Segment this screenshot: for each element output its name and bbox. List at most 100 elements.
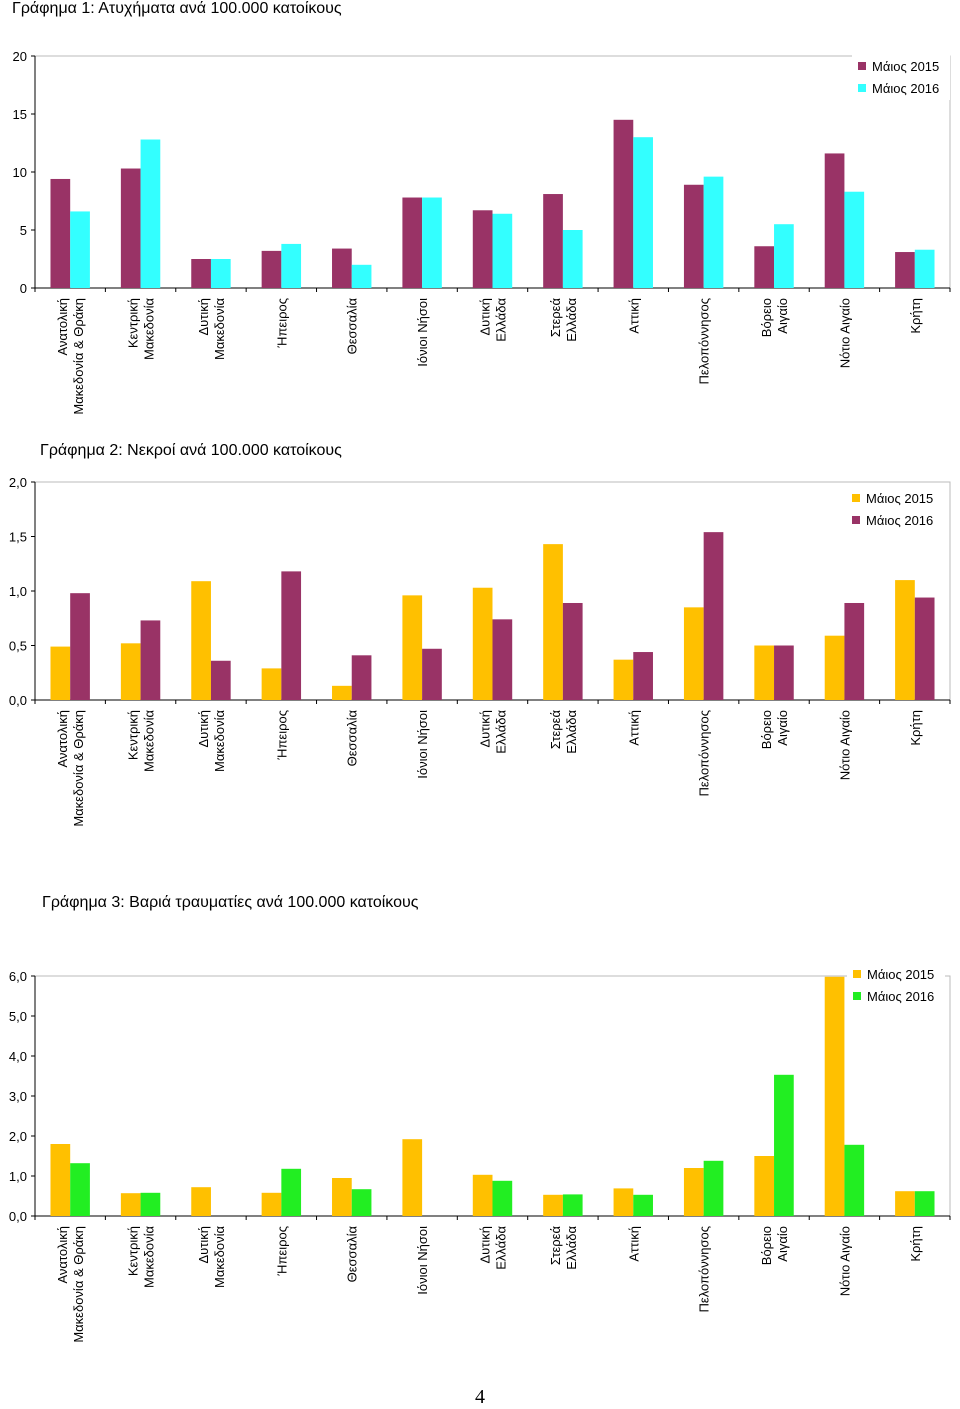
bar-series2 — [914, 597, 935, 700]
x-category-label: Αττική — [626, 298, 641, 334]
x-category-label-line: Βόρειο — [759, 710, 774, 749]
bar-series1 — [683, 607, 704, 700]
bar-series2 — [210, 660, 231, 700]
x-category-label-line: Αττική — [626, 710, 641, 746]
x-category-label-line: Μακεδονία — [142, 1226, 157, 1288]
x-category-label: ΔυτικήΜακεδονία — [196, 710, 227, 772]
legend-swatch — [858, 84, 866, 92]
bar-series2 — [774, 645, 794, 700]
x-category-label-line: Αττική — [626, 1226, 641, 1262]
bar-series1 — [50, 1144, 71, 1216]
x-category-label-line: Πελοπόννησος — [697, 1226, 712, 1312]
x-category-label-line: Στερεά — [548, 1226, 563, 1266]
bar-series1 — [402, 197, 423, 288]
x-category-label: Κρήτη — [908, 710, 923, 746]
bar-series1 — [824, 976, 845, 1216]
x-category-label-line: Μακεδονία — [212, 1226, 227, 1288]
y-tick-label: 2,0 — [9, 1129, 27, 1144]
x-category-label-line: Κεντρική — [126, 298, 141, 348]
bar-series2 — [844, 1144, 865, 1216]
y-tick-label: 15 — [13, 107, 27, 122]
x-category-label-line: Ελλάδα — [564, 710, 579, 754]
bar-series1 — [261, 250, 282, 288]
bar-series1 — [543, 544, 563, 700]
x-category-label: Νότιο Αιγαίο — [837, 1226, 852, 1296]
legend-swatch — [852, 494, 860, 502]
y-tick-label: 6,0 — [9, 969, 27, 984]
y-tick-label: 1,0 — [9, 584, 27, 599]
legend-box — [852, 54, 950, 100]
x-category-label-line: Κεντρική — [126, 1226, 141, 1276]
y-tick-label: 0 — [20, 281, 27, 296]
bar-series2 — [914, 1191, 935, 1216]
x-category-label: Θεσσαλία — [345, 1226, 360, 1283]
legend: Μάιος 2015 Μάιος 2016 — [846, 486, 944, 532]
bar-series2 — [140, 139, 161, 288]
bar-series1 — [261, 668, 282, 700]
bar-series1 — [261, 1192, 282, 1216]
y-tick-label: 4,0 — [9, 1049, 27, 1064]
x-category-label-line: Μακεδονία — [142, 298, 157, 360]
bar-series2 — [70, 1163, 90, 1216]
x-category-label: ΔυτικήΕλλάδα — [478, 298, 509, 342]
bar-series2 — [422, 197, 442, 288]
bar-series2 — [422, 648, 442, 700]
chart-1-accidents: 0 5 10 15 20 ΑνατολικήΜακεδονία & Θράκη Κεντρι… — [13, 49, 951, 415]
bar-series2 — [703, 532, 724, 700]
bar-series2 — [774, 224, 794, 288]
x-category-label: ΣτερεάΕλλάδα — [548, 298, 579, 342]
x-category-label-line: Μακεδονία & Θράκη — [71, 298, 86, 415]
legend-swatch — [853, 992, 861, 1000]
legend-swatch — [853, 970, 861, 978]
bar-series2 — [281, 571, 302, 700]
bar-series2 — [140, 620, 161, 700]
bar-series1 — [191, 1187, 211, 1216]
bar-series1 — [332, 248, 352, 288]
x-category-label-line: Ήπειρος — [274, 1226, 289, 1276]
bar-series1 — [472, 1174, 493, 1216]
y-tick-label: 0,0 — [9, 693, 27, 708]
bar-series2 — [844, 191, 865, 288]
x-category-label-line: Ανατολική — [55, 298, 70, 356]
bar-series1 — [472, 210, 493, 288]
x-category-label: ΑνατολικήΜακεδονία & Θράκη — [55, 1226, 86, 1343]
x-category-label: ΒόρειοΑιγαίο — [759, 298, 790, 337]
x-category-label-line: Κρήτη — [908, 298, 923, 334]
x-category-label-line: Μακεδονία — [212, 298, 227, 360]
x-category-label: Πελοπόννησος — [697, 298, 712, 384]
x-category-label-line: Πελοπόννησος — [697, 710, 712, 796]
x-category-label-line: Ιόνιοι Νήσοι — [415, 710, 430, 779]
bar-series2 — [281, 243, 302, 288]
bar-series2 — [492, 619, 513, 700]
chart-2-fatalities: 0,0 0,5 1,0 1,5 2,0 ΑνατολικήΜακεδονία & Θράκ… — [9, 475, 951, 827]
bar-series1 — [895, 252, 915, 288]
y-tick-label: 3,0 — [9, 1089, 27, 1104]
y-tick-label: 1,0 — [9, 1169, 27, 1184]
bar-series1 — [895, 1191, 915, 1216]
bar-series1 — [120, 1193, 141, 1216]
x-category-label: ΒόρειοΑιγαίο — [759, 1226, 790, 1265]
x-category-label: ΚεντρικήΜακεδονία — [126, 1226, 157, 1288]
chart-1-title: Γράφημα 1: Ατυχήματα ανά 100.000 κατοίκο… — [12, 0, 342, 17]
x-category-label-line: Νότιο Αιγαίο — [837, 298, 852, 368]
x-category-label-line: Νότιο Αιγαίο — [837, 710, 852, 780]
x-category-label-line: Θεσσαλία — [345, 710, 360, 767]
y-tick-label: 0,5 — [9, 639, 27, 654]
bar-series1 — [613, 659, 634, 700]
x-category-label: ΔυτικήΜακεδονία — [196, 298, 227, 360]
x-category-label-line: Θεσσαλία — [345, 1226, 360, 1283]
bar-series1 — [754, 1156, 775, 1216]
bar-series2 — [633, 1194, 653, 1216]
bar-series1 — [543, 1194, 563, 1216]
x-category-label: ΑνατολικήΜακεδονία & Θράκη — [55, 710, 86, 827]
x-category-label: Ήπειρος — [274, 298, 289, 348]
x-category-label: ΚεντρικήΜακεδονία — [126, 298, 157, 360]
x-category-label-line: Βόρειο — [759, 1226, 774, 1265]
x-category-label: ΒόρειοΑιγαίο — [759, 710, 790, 749]
x-category-label-line: Ήπειρος — [274, 710, 289, 760]
legend: Μάιος 2015 Μάιος 2016 — [847, 962, 945, 1008]
x-category-label-line: Κρήτη — [908, 710, 923, 746]
bar-series2 — [70, 211, 90, 288]
x-category-label-line: Κρήτη — [908, 1226, 923, 1262]
